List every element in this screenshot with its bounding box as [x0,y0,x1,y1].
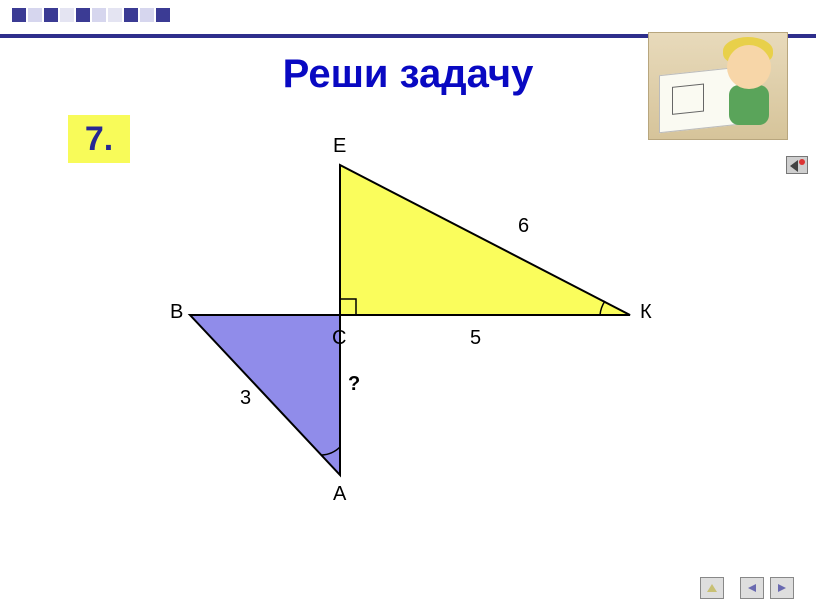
deco-sq [108,8,122,22]
nav-group [740,577,794,599]
label-C: C [332,327,346,350]
deco-sq [124,8,138,22]
right-arrow-icon [775,582,789,594]
label-B: B [170,301,183,324]
label-three: 3 [240,387,251,410]
clipart-boy-body [729,85,769,125]
deco-sq [60,8,74,22]
deco-squares [12,8,170,22]
up-arrow-icon [705,582,719,594]
deco-sq [156,8,170,22]
nav-prev-button[interactable] [740,577,764,599]
deco-sq [12,8,26,22]
nav-next-button[interactable] [770,577,794,599]
nav-up-button[interactable] [700,577,724,599]
speaker-icon[interactable] [786,156,808,174]
problem-number-badge: 7. [68,115,130,163]
deco-sq [28,8,42,22]
label-E: E [333,135,346,158]
label-K: К [640,301,652,324]
deco-sq [140,8,154,22]
deco-sq [92,8,106,22]
label-five: 5 [470,327,481,350]
nav-back-group [700,577,724,599]
geometry-svg [140,115,680,515]
clipart-boy-head [727,45,771,89]
deco-sq [44,8,58,22]
geometry-figure: E B К C A 6 5 3 ? [140,115,680,515]
label-six: 6 [518,215,529,238]
label-A: A [333,483,346,506]
label-question: ? [348,373,360,396]
left-arrow-icon [745,582,759,594]
deco-sq [76,8,90,22]
